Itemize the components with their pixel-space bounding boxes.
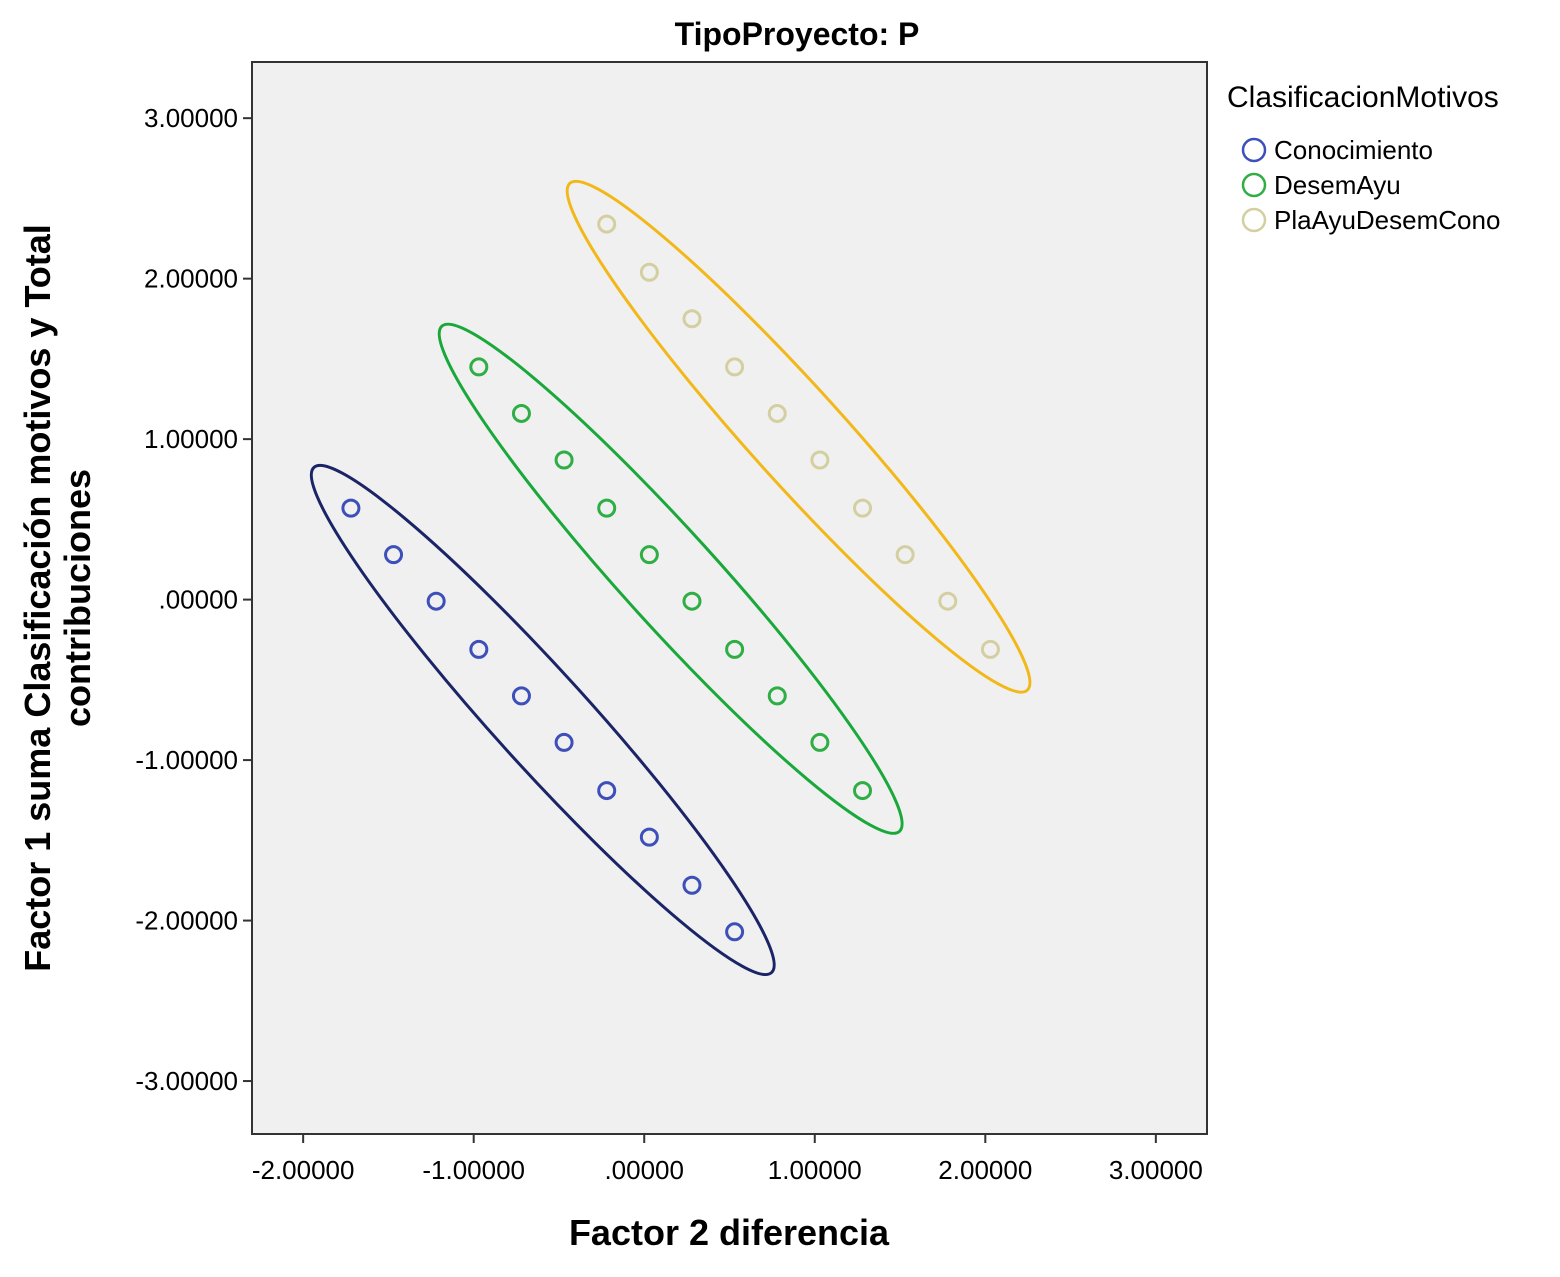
data-point xyxy=(725,639,745,659)
legend-marker xyxy=(1241,207,1267,233)
y-tick-label: 3.00000 xyxy=(144,103,238,133)
data-point xyxy=(682,591,702,611)
y-tick-label: .00000 xyxy=(158,585,238,615)
legend-label: DesemAyu xyxy=(1274,170,1401,200)
data-point xyxy=(469,357,489,377)
data-point xyxy=(725,357,745,377)
data-point xyxy=(554,732,574,752)
cluster-ellipses xyxy=(309,179,1032,977)
data-point xyxy=(639,262,659,282)
data-point xyxy=(767,686,787,706)
legend-marker xyxy=(1241,172,1267,198)
data-point xyxy=(853,498,873,518)
x-axis: -2.00000 -1.00000 .00000 1.00000 2.00000 3.00… xyxy=(252,1134,1203,1185)
legend-title: ClasificacionMotivos xyxy=(1227,81,1499,114)
x-tick-label: 1.00000 xyxy=(768,1155,862,1185)
y-axis-title: Factor 1 suma Clasificación motivos y To… xyxy=(17,224,98,972)
y-tick-label: 2.00000 xyxy=(144,264,238,294)
y-axis-title-line-2: contribuciones xyxy=(57,469,98,727)
data-point xyxy=(810,732,830,752)
data-point xyxy=(597,781,617,801)
data-point xyxy=(810,450,830,470)
y-tick-label: -3.00000 xyxy=(135,1066,238,1096)
data-point xyxy=(682,875,702,895)
y-tick-label: -1.00000 xyxy=(135,745,238,775)
data-point xyxy=(597,214,617,234)
data-point xyxy=(426,591,446,611)
data-point xyxy=(511,403,531,423)
cluster-ellipse xyxy=(565,179,1032,694)
data-point xyxy=(725,922,745,942)
data-point xyxy=(597,498,617,518)
data-point xyxy=(384,545,404,565)
legend-label: Conocimiento xyxy=(1274,135,1433,165)
legend: ClasificacionMotivos Conocimiento DesemAy… xyxy=(1227,81,1500,235)
y-axis: 3.00000 2.00000 1.00000 .00000 -1.00000 -2.00… xyxy=(135,103,252,1096)
plot-area xyxy=(251,61,1208,1135)
data-point xyxy=(639,827,659,847)
data-point xyxy=(853,781,873,801)
data-point xyxy=(938,591,958,611)
cluster-ellipse xyxy=(437,322,904,835)
data-point xyxy=(554,450,574,470)
legend-label: PlaAyuDesemCono xyxy=(1274,205,1500,235)
x-tick-label: -2.00000 xyxy=(252,1155,355,1185)
cluster-ellipse xyxy=(309,463,776,977)
data-point xyxy=(341,498,361,518)
data-point xyxy=(469,639,489,659)
legend-marker xyxy=(1241,137,1267,163)
x-tick-label: .00000 xyxy=(604,1155,684,1185)
y-axis-title-line-1: Factor 1 suma Clasificación motivos y To… xyxy=(17,224,58,972)
x-tick-label: -1.00000 xyxy=(422,1155,525,1185)
data-point xyxy=(511,686,531,706)
x-tick-label: 3.00000 xyxy=(1109,1155,1203,1185)
data-point xyxy=(767,403,787,423)
y-tick-label: 1.00000 xyxy=(144,424,238,454)
data-point xyxy=(682,309,702,329)
chart-title: TipoProyecto: P xyxy=(675,16,920,52)
data-point xyxy=(980,639,1000,659)
data-point xyxy=(895,545,915,565)
y-tick-label: -2.00000 xyxy=(135,906,238,936)
x-tick-label: 2.00000 xyxy=(938,1155,1032,1185)
x-axis-title: Factor 2 diferencia xyxy=(569,1212,890,1253)
data-point xyxy=(639,545,659,565)
data-points xyxy=(341,214,1000,942)
